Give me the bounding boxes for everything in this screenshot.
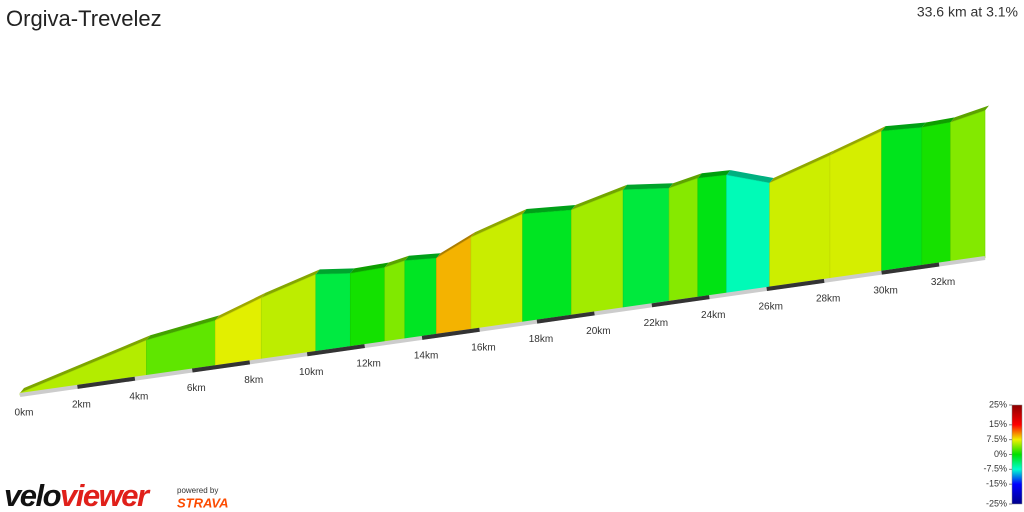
profile-segment xyxy=(384,260,406,344)
profile-top xyxy=(384,255,409,268)
profile xyxy=(19,105,989,396)
profile-top xyxy=(571,184,628,211)
profile-top xyxy=(215,292,266,321)
tick-band xyxy=(651,295,710,308)
profile-top xyxy=(20,335,151,394)
profile-top xyxy=(436,232,475,259)
profile-segment xyxy=(260,273,317,362)
profile-top xyxy=(726,170,774,184)
x-tick-label: 16km xyxy=(471,342,495,353)
profile-segment xyxy=(950,110,986,264)
profile-top xyxy=(950,105,989,123)
profile-top xyxy=(522,205,576,214)
colorbar-label: 7.5% xyxy=(986,434,1007,444)
x-tick-label: 8km xyxy=(244,375,263,386)
x-axis: 0km 2km 4km 6km 8km 10km 12km 14km 16km 18km 20km 2… xyxy=(15,256,986,419)
profile-top xyxy=(829,126,886,156)
profile-segment xyxy=(726,174,770,296)
colorbar-label: -25% xyxy=(986,498,1007,508)
profile-segment xyxy=(697,174,727,300)
x-tick-label: 0km xyxy=(15,408,34,419)
tick-band xyxy=(766,278,825,291)
tick-band xyxy=(77,376,136,389)
x-tick-label: 30km xyxy=(873,285,897,296)
colorbar-label: 15% xyxy=(989,419,1007,429)
colorbar-label: -15% xyxy=(986,479,1007,489)
profile-segment xyxy=(404,257,437,341)
x-tick-label: 20km xyxy=(586,326,610,337)
profile-top xyxy=(404,253,441,261)
x-tick-label: 10km xyxy=(299,367,323,378)
x-tick-label: 6km xyxy=(187,383,206,394)
profile-segment xyxy=(315,273,351,354)
x-tick-label: 18km xyxy=(529,334,553,345)
tick-band xyxy=(192,360,251,373)
profile-segment xyxy=(349,267,386,349)
colorbar-rect xyxy=(1011,404,1023,505)
profile-top xyxy=(697,170,731,179)
chart-title: Orgiva-Trevelez xyxy=(6,6,162,31)
x-tick-label: 26km xyxy=(758,302,782,313)
powered-by: powered by xyxy=(177,486,218,495)
profile-segment xyxy=(522,209,572,324)
x-tick-label: 14km xyxy=(414,351,438,362)
logo-velo: velo xyxy=(4,478,61,512)
colorbar-label: 25% xyxy=(989,399,1007,409)
x-tick-label: 28km xyxy=(816,293,840,304)
profile-segment xyxy=(769,155,831,289)
x-tick-label: 24km xyxy=(701,310,725,321)
tick-band xyxy=(881,262,940,275)
tick-band xyxy=(421,327,480,340)
profile-top xyxy=(881,122,926,132)
profile-segment xyxy=(829,130,882,281)
profile-top xyxy=(921,117,955,128)
profile-segment xyxy=(668,177,699,304)
x-tick-label: 2km xyxy=(72,399,91,410)
profile-segment xyxy=(881,127,923,274)
strava: STRAVA xyxy=(177,495,229,510)
colorbar-label: 0% xyxy=(994,449,1007,459)
x-tick-label: 4km xyxy=(129,391,148,402)
x-tick-label: 12km xyxy=(356,359,380,370)
tick-band xyxy=(536,311,595,324)
x-tick-label: 22km xyxy=(644,318,668,329)
colorbar-label: -7.5% xyxy=(983,464,1007,474)
profile-top xyxy=(623,183,674,190)
colorbar: 25% 15% 7.5% 0% -7.5% -15% -25% xyxy=(983,399,1023,508)
profile-segment xyxy=(921,122,951,268)
profile-segment xyxy=(436,236,472,337)
profile-top xyxy=(315,268,355,275)
profile-top xyxy=(350,262,389,274)
profile-top xyxy=(669,173,702,189)
profile-top xyxy=(146,315,220,341)
logo: veloviewer xyxy=(4,478,151,512)
tick-band xyxy=(306,344,365,357)
profile-segment xyxy=(622,187,670,310)
x-tick-label: 32km xyxy=(931,277,955,288)
profile-top xyxy=(261,269,320,298)
profile-segment xyxy=(571,189,624,318)
profile-top xyxy=(470,208,527,238)
profile-top xyxy=(769,150,834,184)
summary: 33.6 km at 3.1% xyxy=(917,4,1018,20)
logo-viewer: viewer xyxy=(60,478,151,512)
